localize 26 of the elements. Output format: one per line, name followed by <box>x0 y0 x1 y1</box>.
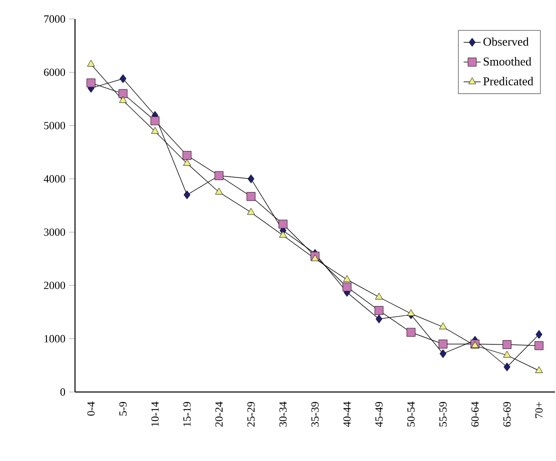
y-tick-label: 2000 <box>44 282 66 290</box>
y-tick-label: 7000 <box>44 15 66 23</box>
x-tick-label: 65-69 <box>503 402 511 427</box>
y-tick-label: 3000 <box>44 228 66 236</box>
x-tick-label: 25-29 <box>247 402 255 427</box>
x-tick-label: 0-4 <box>87 402 95 416</box>
y-tick-label: 1000 <box>44 335 66 342</box>
x-tick-label: 10-14 <box>151 402 159 426</box>
x-tick-label: 70+ <box>535 402 543 418</box>
x-tick-label: 30-34 <box>279 402 287 427</box>
x-tick-label: 55-59 <box>439 402 447 426</box>
y-tick-label: 0 <box>60 388 66 396</box>
x-tick-label: 45-49 <box>375 402 383 427</box>
x-tick-label: 20-24 <box>215 402 223 427</box>
legend-label: Smoothed <box>484 57 532 66</box>
x-tick-label: 5-9 <box>119 402 127 416</box>
x-tick-label: 60-64 <box>471 402 479 427</box>
x-tick-label: 35-39 <box>311 402 319 427</box>
legend-label: Predicated <box>483 76 534 86</box>
y-tick-label: 5000 <box>44 122 66 130</box>
y-tick-label: 6000 <box>44 68 66 76</box>
legend-label: Observed <box>483 37 529 46</box>
y-tick-label: 4000 <box>44 175 66 183</box>
x-tick-label: 40-44 <box>343 402 351 427</box>
x-tick-label: 50-54 <box>407 402 415 426</box>
x-tick-label: 15-19 <box>183 402 191 426</box>
